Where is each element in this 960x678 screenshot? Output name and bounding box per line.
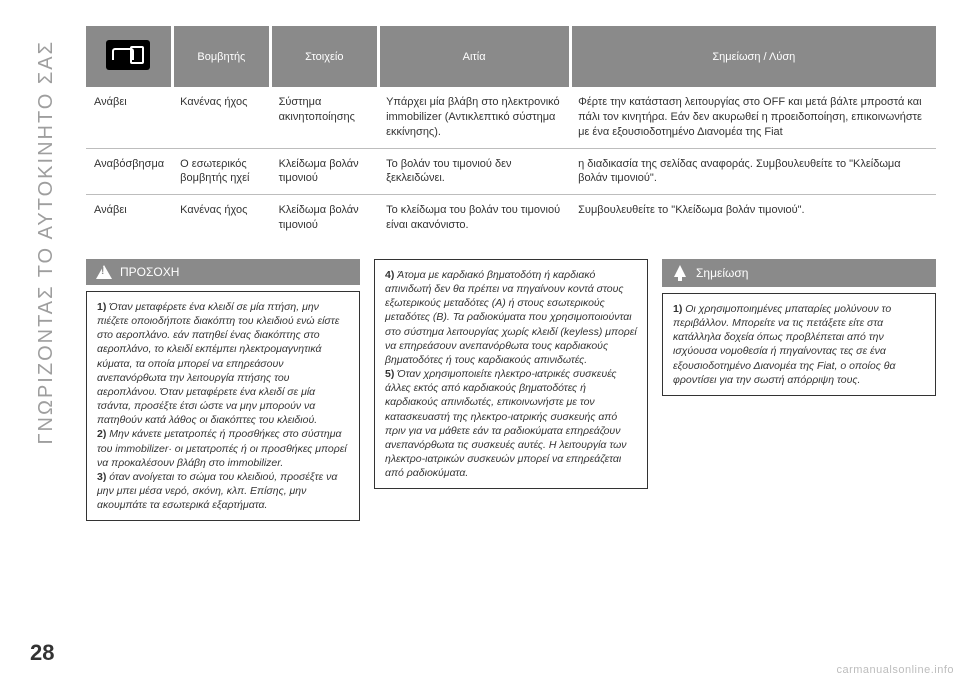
middle-p5: Όταν χρησιμοποιείτε ηλεκτρο-ιατρικές συσ… — [385, 368, 627, 479]
cell: Το βολάν του τιμονιού δεν ξεκλειδώνει. — [378, 148, 570, 195]
right-column: Σημείωση 1) Οι χρησιμοποιημένες μπαταρίε… — [662, 259, 936, 396]
lead-num: 2) — [97, 428, 109, 440]
lead-num: 1) — [673, 303, 685, 315]
warning-triangle-icon — [96, 265, 112, 279]
table-header-cause: Αιτία — [378, 26, 570, 87]
note-header: Σημείωση — [662, 259, 936, 287]
lead-num: 4) — [385, 269, 397, 281]
table-header-icon — [86, 26, 172, 87]
cell: Κανένας ήχος — [172, 195, 270, 241]
attention-title: ΠΡΟΣΟΧΗ — [120, 265, 179, 279]
watermark: carmanualsonline.info — [836, 664, 954, 676]
attention-header: ΠΡΟΣΟΧΗ — [86, 259, 360, 285]
warning-table: Βομβητής Στοιχείο Αιτία Σημείωση / Λύση … — [86, 26, 936, 241]
tree-icon — [672, 265, 688, 281]
middle-box: 4) Άτομα με καρδιακό βηματοδότη ή καρδια… — [374, 259, 648, 490]
middle-p4: Άτομα με καρδιακό βηματοδότη ή καρδιακό … — [385, 269, 637, 366]
cell: Ο εσωτερικός βομβητής ηχεί — [172, 148, 270, 195]
lead-num: 3) — [97, 471, 109, 483]
attention-p2: Μην κάνετε μετατροπές ή προσθήκες στο σύ… — [97, 428, 347, 468]
lead-num: 1) — [97, 301, 109, 313]
cell: Ανάβει — [86, 195, 172, 241]
table-row: Ανάβει Κανένας ήχος Κλείδωμα βολάν τιμον… — [86, 195, 936, 241]
side-vertical-label: ΓΝΩΡΙΖΟΝΤΑΣ ΤΟ ΑΥΤΟΚΙΝΗΤΟ ΣΑΣ — [28, 40, 64, 638]
table-header-item: Στοιχείο — [271, 26, 379, 87]
cell: η διαδικασία της σελίδας αναφοράς. Συμβο… — [570, 148, 936, 195]
attention-p3: όταν ανοίγεται το σώμα του κλειδιού, προ… — [97, 471, 337, 511]
attention-p1: Όταν μεταφέρετε ένα κλειδί σε μία πτήση,… — [97, 301, 339, 426]
cell: Φέρτε την κατάσταση λειτουργίας στο OFF … — [570, 87, 936, 148]
cell: Σύστημα ακινητοποίησης — [271, 87, 379, 148]
table-header-buzzer: Βομβητής — [172, 26, 270, 87]
info-boxes-row: ΠΡΟΣΟΧΗ 1) Όταν μεταφέρετε ένα κλειδί σε… — [86, 259, 936, 522]
cell: Κλείδωμα βολάν τιμονιού — [271, 148, 379, 195]
cell: Κλείδωμα βολάν τιμονιού — [271, 195, 379, 241]
page-number: 28 — [30, 640, 54, 666]
cell: Το κλείδωμα του βολάν του τιμονιού είναι… — [378, 195, 570, 241]
middle-column: 4) Άτομα με καρδιακό βηματοδότη ή καρδια… — [374, 259, 648, 490]
note-title: Σημείωση — [696, 266, 748, 280]
page-content: Βομβητής Στοιχείο Αιτία Σημείωση / Λύση … — [86, 26, 936, 636]
cell: Ανάβει — [86, 87, 172, 148]
cell: Αναβόσβησμα — [86, 148, 172, 195]
cell: Συμβουλευθείτε το "Κλείδωμα βολάν τιμονι… — [570, 195, 936, 241]
table-row: Ανάβει Κανένας ήχος Σύστημα ακινητοποίησ… — [86, 87, 936, 148]
cell: Υπάρχει μία βλάβη στο ηλεκτρονικό immobi… — [378, 87, 570, 148]
note-box: 1) Οι χρησιμοποιημένες μπαταρίες μολύνου… — [662, 293, 936, 396]
table-header-note: Σημείωση / Λύση — [570, 26, 936, 87]
car-lock-icon — [106, 40, 150, 70]
attention-box: 1) Όταν μεταφέρετε ένα κλειδί σε μία πτή… — [86, 291, 360, 522]
table-row: Αναβόσβησμα Ο εσωτερικός βομβητής ηχεί Κ… — [86, 148, 936, 195]
cell: Κανένας ήχος — [172, 87, 270, 148]
side-vertical-text: ΓΝΩΡΙΖΟΝΤΑΣ ΤΟ ΑΥΤΟΚΙΝΗΤΟ ΣΑΣ — [35, 40, 58, 444]
note-p1: Οι χρησιμοποιημένες μπαταρίες μολύνουν τ… — [673, 303, 895, 386]
lead-num: 5) — [385, 368, 397, 380]
left-column: ΠΡΟΣΟΧΗ 1) Όταν μεταφέρετε ένα κλειδί σε… — [86, 259, 360, 522]
